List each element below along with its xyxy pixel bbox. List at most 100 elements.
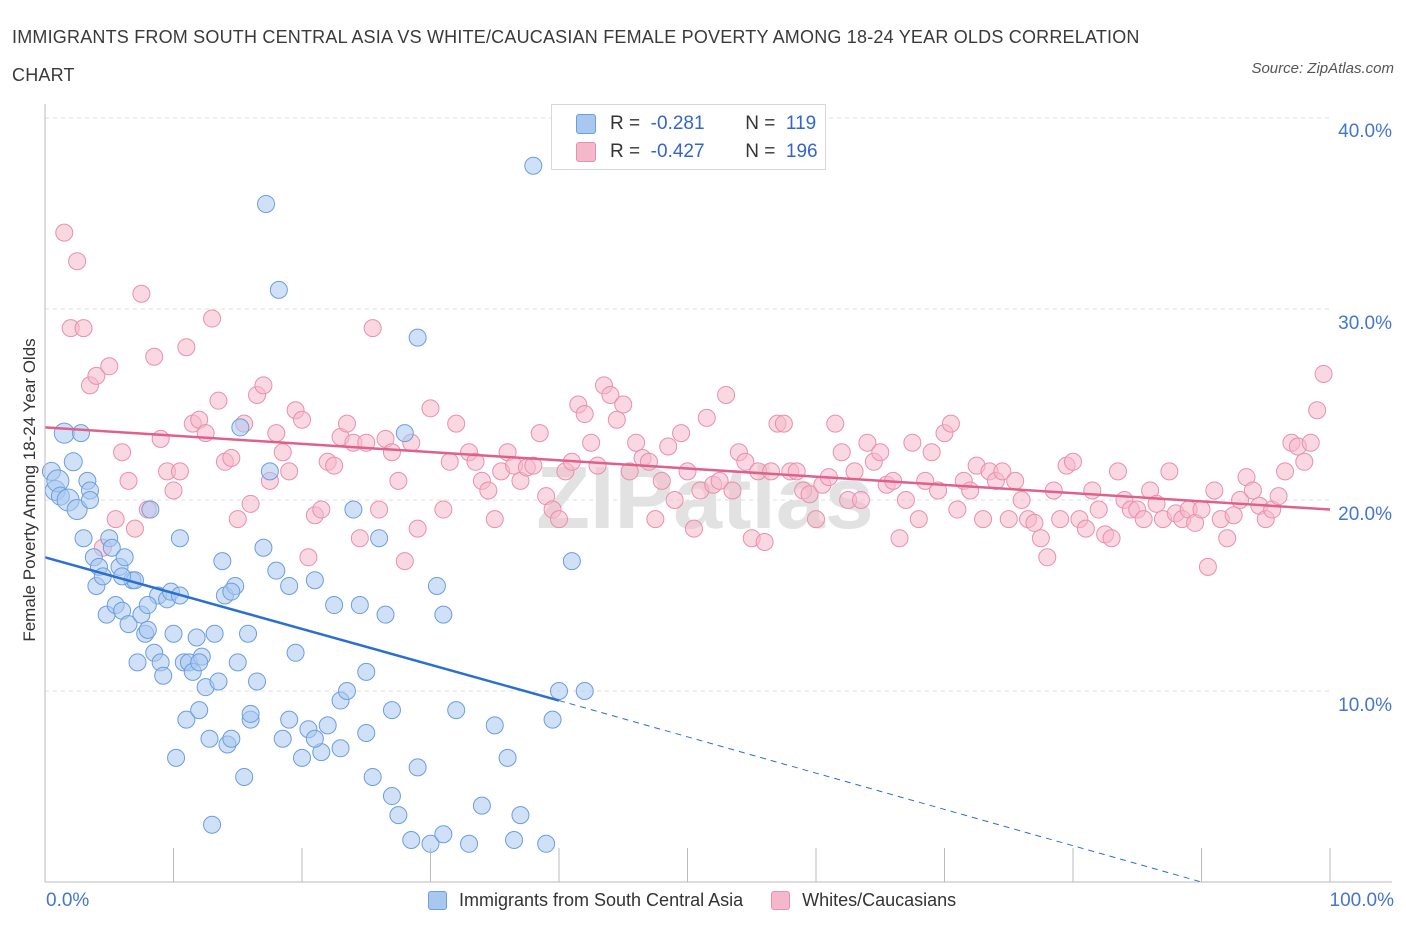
- whites-point: [1134, 510, 1153, 529]
- immigrant-point: [325, 596, 344, 615]
- x-tick-label-left: 0.0%: [46, 890, 90, 911]
- whites-point: [440, 452, 459, 471]
- whites-point: [627, 433, 646, 452]
- legend-r-label: R =: [610, 141, 641, 162]
- whites-point: [408, 519, 427, 538]
- y-tick-label: 30.0%: [1338, 313, 1392, 334]
- whites-point: [601, 385, 620, 404]
- immigrant-point: [434, 605, 453, 624]
- whites-point: [1089, 500, 1108, 519]
- whites-point: [299, 548, 318, 567]
- whites-point: [434, 500, 453, 519]
- immigrant-point: [63, 452, 83, 472]
- legend-r-value: -0.281: [650, 113, 705, 134]
- whites-point: [941, 414, 960, 433]
- immigrant-point: [228, 653, 247, 672]
- immigrant-point: [350, 596, 369, 615]
- immigrant-point: [222, 582, 241, 601]
- whites-point: [762, 462, 781, 481]
- immigrant-point: [280, 710, 299, 729]
- whites-point: [74, 319, 93, 338]
- whites-point: [87, 366, 106, 385]
- whites-point: [639, 452, 658, 471]
- immigrant-point: [71, 424, 90, 443]
- immigrant-point: [408, 328, 427, 347]
- whites-point: [280, 462, 299, 481]
- whites-point: [672, 424, 691, 443]
- immigrant-point: [395, 424, 414, 443]
- whites-point: [203, 309, 222, 328]
- immigrant-point: [177, 710, 196, 729]
- whites-point: [524, 456, 543, 475]
- immigrant-point: [280, 576, 299, 595]
- immigrant-point: [190, 701, 209, 720]
- immigrant-point: [537, 834, 556, 853]
- whites-point: [1301, 433, 1320, 452]
- immigrant-point: [376, 605, 395, 624]
- immigrant-point: [248, 672, 267, 691]
- whites-point: [1006, 471, 1025, 490]
- whites-point: [620, 462, 639, 481]
- whites-point: [119, 471, 138, 490]
- whites-point: [575, 405, 594, 424]
- chart-title: IMMIGRANTS FROM SOUTH CENTRAL ASIA VS WH…: [12, 27, 1140, 85]
- whites-point: [395, 552, 414, 571]
- immigrant-point: [505, 830, 524, 849]
- whites-point: [1064, 452, 1082, 471]
- whites-point: [151, 429, 170, 448]
- whites-point: [125, 519, 144, 538]
- legend-row-whites: R = -0.427 N = 196: [576, 140, 818, 164]
- whites-point: [293, 410, 311, 429]
- immigrant-point: [543, 710, 562, 729]
- whites-point: [164, 481, 183, 500]
- whites-point: [113, 443, 132, 462]
- whites-point: [325, 456, 344, 475]
- whites-point: [222, 448, 241, 467]
- grid: [45, 117, 1330, 692]
- whites-point: [1198, 557, 1217, 576]
- immigrant-point: [344, 500, 363, 519]
- whites-point: [961, 481, 980, 500]
- bottom-legend-label: Immigrants from South Central Asia: [459, 890, 744, 910]
- immigrants-trend-line: [44, 556, 560, 702]
- immigrant-point: [115, 548, 134, 567]
- whites-point: [684, 519, 703, 538]
- whites-point: [948, 500, 967, 519]
- whites-point: [106, 510, 125, 529]
- immigrant-point: [511, 806, 530, 825]
- immigrant-point: [293, 748, 311, 767]
- immigrant-point: [550, 682, 568, 700]
- immigrant-point: [235, 767, 254, 786]
- immigrant-point: [357, 662, 376, 681]
- whites-point: [1205, 481, 1224, 500]
- immigrant-point: [273, 729, 292, 748]
- whites-point: [974, 510, 993, 529]
- whites-point: [1192, 500, 1211, 519]
- immigrant-point: [167, 748, 186, 767]
- whites-point: [1218, 529, 1237, 548]
- immigrant-point: [138, 620, 157, 639]
- immigrant-point: [74, 529, 93, 548]
- immigrant-point: [128, 653, 147, 672]
- immigrant-point: [66, 499, 88, 521]
- whites-point: [1314, 364, 1333, 383]
- whites-point: [710, 471, 729, 490]
- immigrant-point: [318, 716, 337, 735]
- whites-point: [614, 395, 633, 414]
- y-tick-label: 40.0%: [1338, 121, 1392, 142]
- bottom-legend-whites: Whites/Caucasians: [771, 890, 956, 911]
- whites-point: [312, 500, 331, 519]
- whites-point: [697, 408, 716, 427]
- whites-point: [787, 462, 806, 481]
- whites-point: [678, 462, 697, 481]
- bottom-legend-immigrants: Immigrants from South Central Asia: [428, 890, 743, 911]
- whites-point: [1243, 481, 1262, 500]
- immigrant-point: [575, 682, 594, 700]
- whites-point: [370, 500, 389, 519]
- whites-point: [466, 452, 485, 471]
- whites-point: [350, 529, 369, 548]
- immigrant-point: [472, 796, 491, 815]
- bottom-legend: Immigrants from South Central Asia White…: [428, 890, 984, 911]
- immigrant-point: [427, 576, 446, 595]
